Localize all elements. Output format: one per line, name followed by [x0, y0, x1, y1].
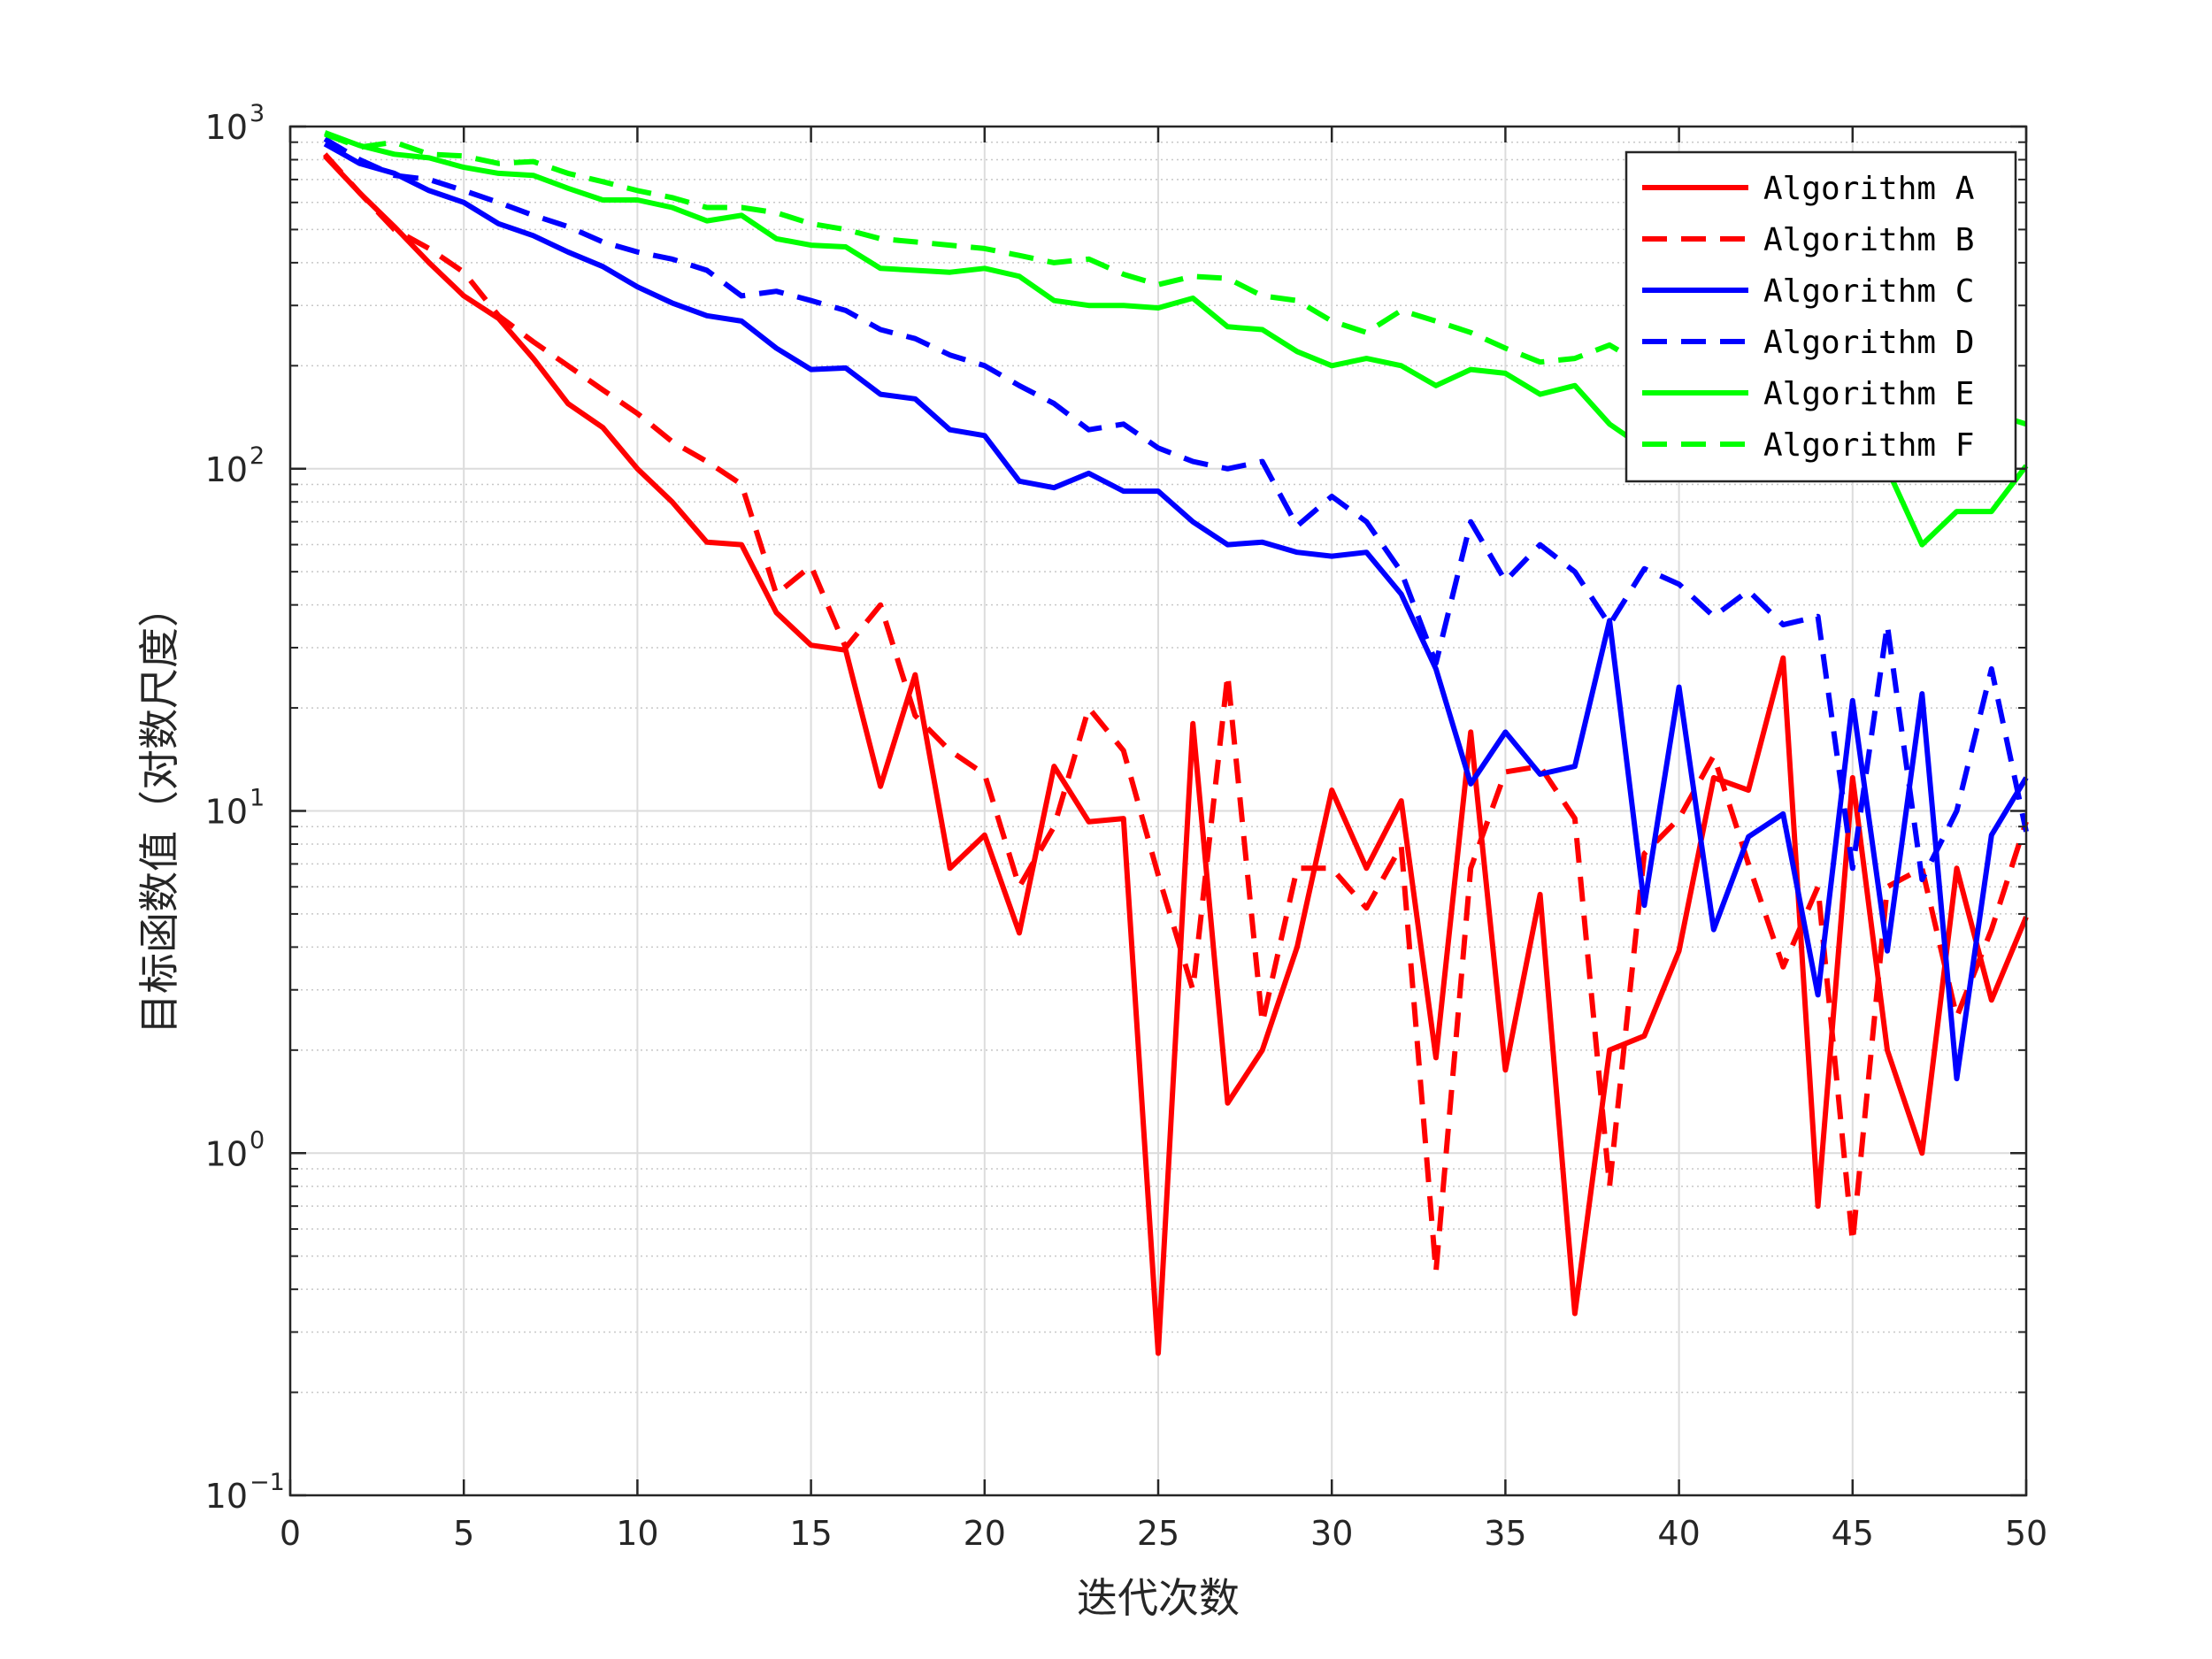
x-tick-label: 40: [1657, 1514, 1700, 1553]
y-tick-label-base: 10: [205, 450, 248, 489]
y-tick-label-exponent: 0: [250, 1126, 265, 1154]
y-tick-label-exponent: −1: [250, 1469, 285, 1496]
legend-label: Algorithm C: [1763, 273, 1974, 310]
y-tick-label: 10 0: [205, 1126, 265, 1173]
y-tick-label: 10 3: [205, 100, 265, 147]
x-axis-label: 迭代次数: [1077, 1574, 1240, 1622]
x-tick-label: 20: [964, 1514, 1006, 1553]
series-line-3: [323, 141, 2029, 1082]
y-tick-label-base: 10: [205, 1477, 248, 1516]
y-tick-label-base: 10: [205, 108, 248, 147]
y-tick-label-base: 10: [205, 793, 248, 832]
legend-item: Algorithm F: [1642, 427, 1974, 464]
legend-box: [1624, 150, 2017, 483]
legend-label: Algorithm D: [1763, 325, 1974, 361]
x-tick-label: 35: [1484, 1514, 1526, 1553]
x-tick-label: 10: [616, 1514, 658, 1553]
legend-item: Algorithm B: [1642, 222, 1974, 258]
legend-label: Algorithm F: [1763, 427, 1974, 464]
x-tick-label: 5: [453, 1514, 474, 1553]
legend-label: Algorithm A: [1763, 171, 1975, 207]
legend-label: Algorithm E: [1763, 376, 1974, 412]
axis-ticks: [288, 125, 2028, 1497]
x-tick-label: 25: [1137, 1514, 1179, 1553]
legend-item: Algorithm D: [1642, 325, 1974, 361]
y-tick-label: 10 −1: [205, 1469, 285, 1516]
y-tick-label-exponent: 3: [250, 100, 265, 127]
x-tick-label: 30: [1310, 1514, 1353, 1553]
y-axis-label: 目标函数值（对数尺度）: [135, 587, 183, 1034]
x-tick-label: 50: [2005, 1514, 2047, 1553]
y-tick-label: 10 2: [205, 442, 265, 489]
series-line-1: [323, 154, 2029, 1356]
y-tick-label-exponent: 1: [250, 785, 265, 812]
y-tick-label: 10 1: [205, 785, 265, 832]
legend: Algorithm A Algorithm B Algorithm C Algorit…: [1624, 150, 2017, 483]
legend-item: Algorithm C: [1642, 273, 1974, 310]
legend-item: Algorithm A: [1642, 171, 1975, 207]
x-tick-labels: 0 5 10 15 20 25 30 35 40 45 50: [280, 1514, 2047, 1553]
legend-item: Algorithm E: [1642, 376, 1974, 412]
x-tick-label: 45: [1832, 1514, 1874, 1553]
x-tick-label: 15: [789, 1514, 832, 1553]
y-tick-label-base: 10: [205, 1134, 248, 1173]
x-tick-label: 0: [280, 1514, 301, 1553]
y-tick-label-exponent: 2: [250, 442, 265, 470]
legend-label: Algorithm B: [1763, 222, 1974, 258]
